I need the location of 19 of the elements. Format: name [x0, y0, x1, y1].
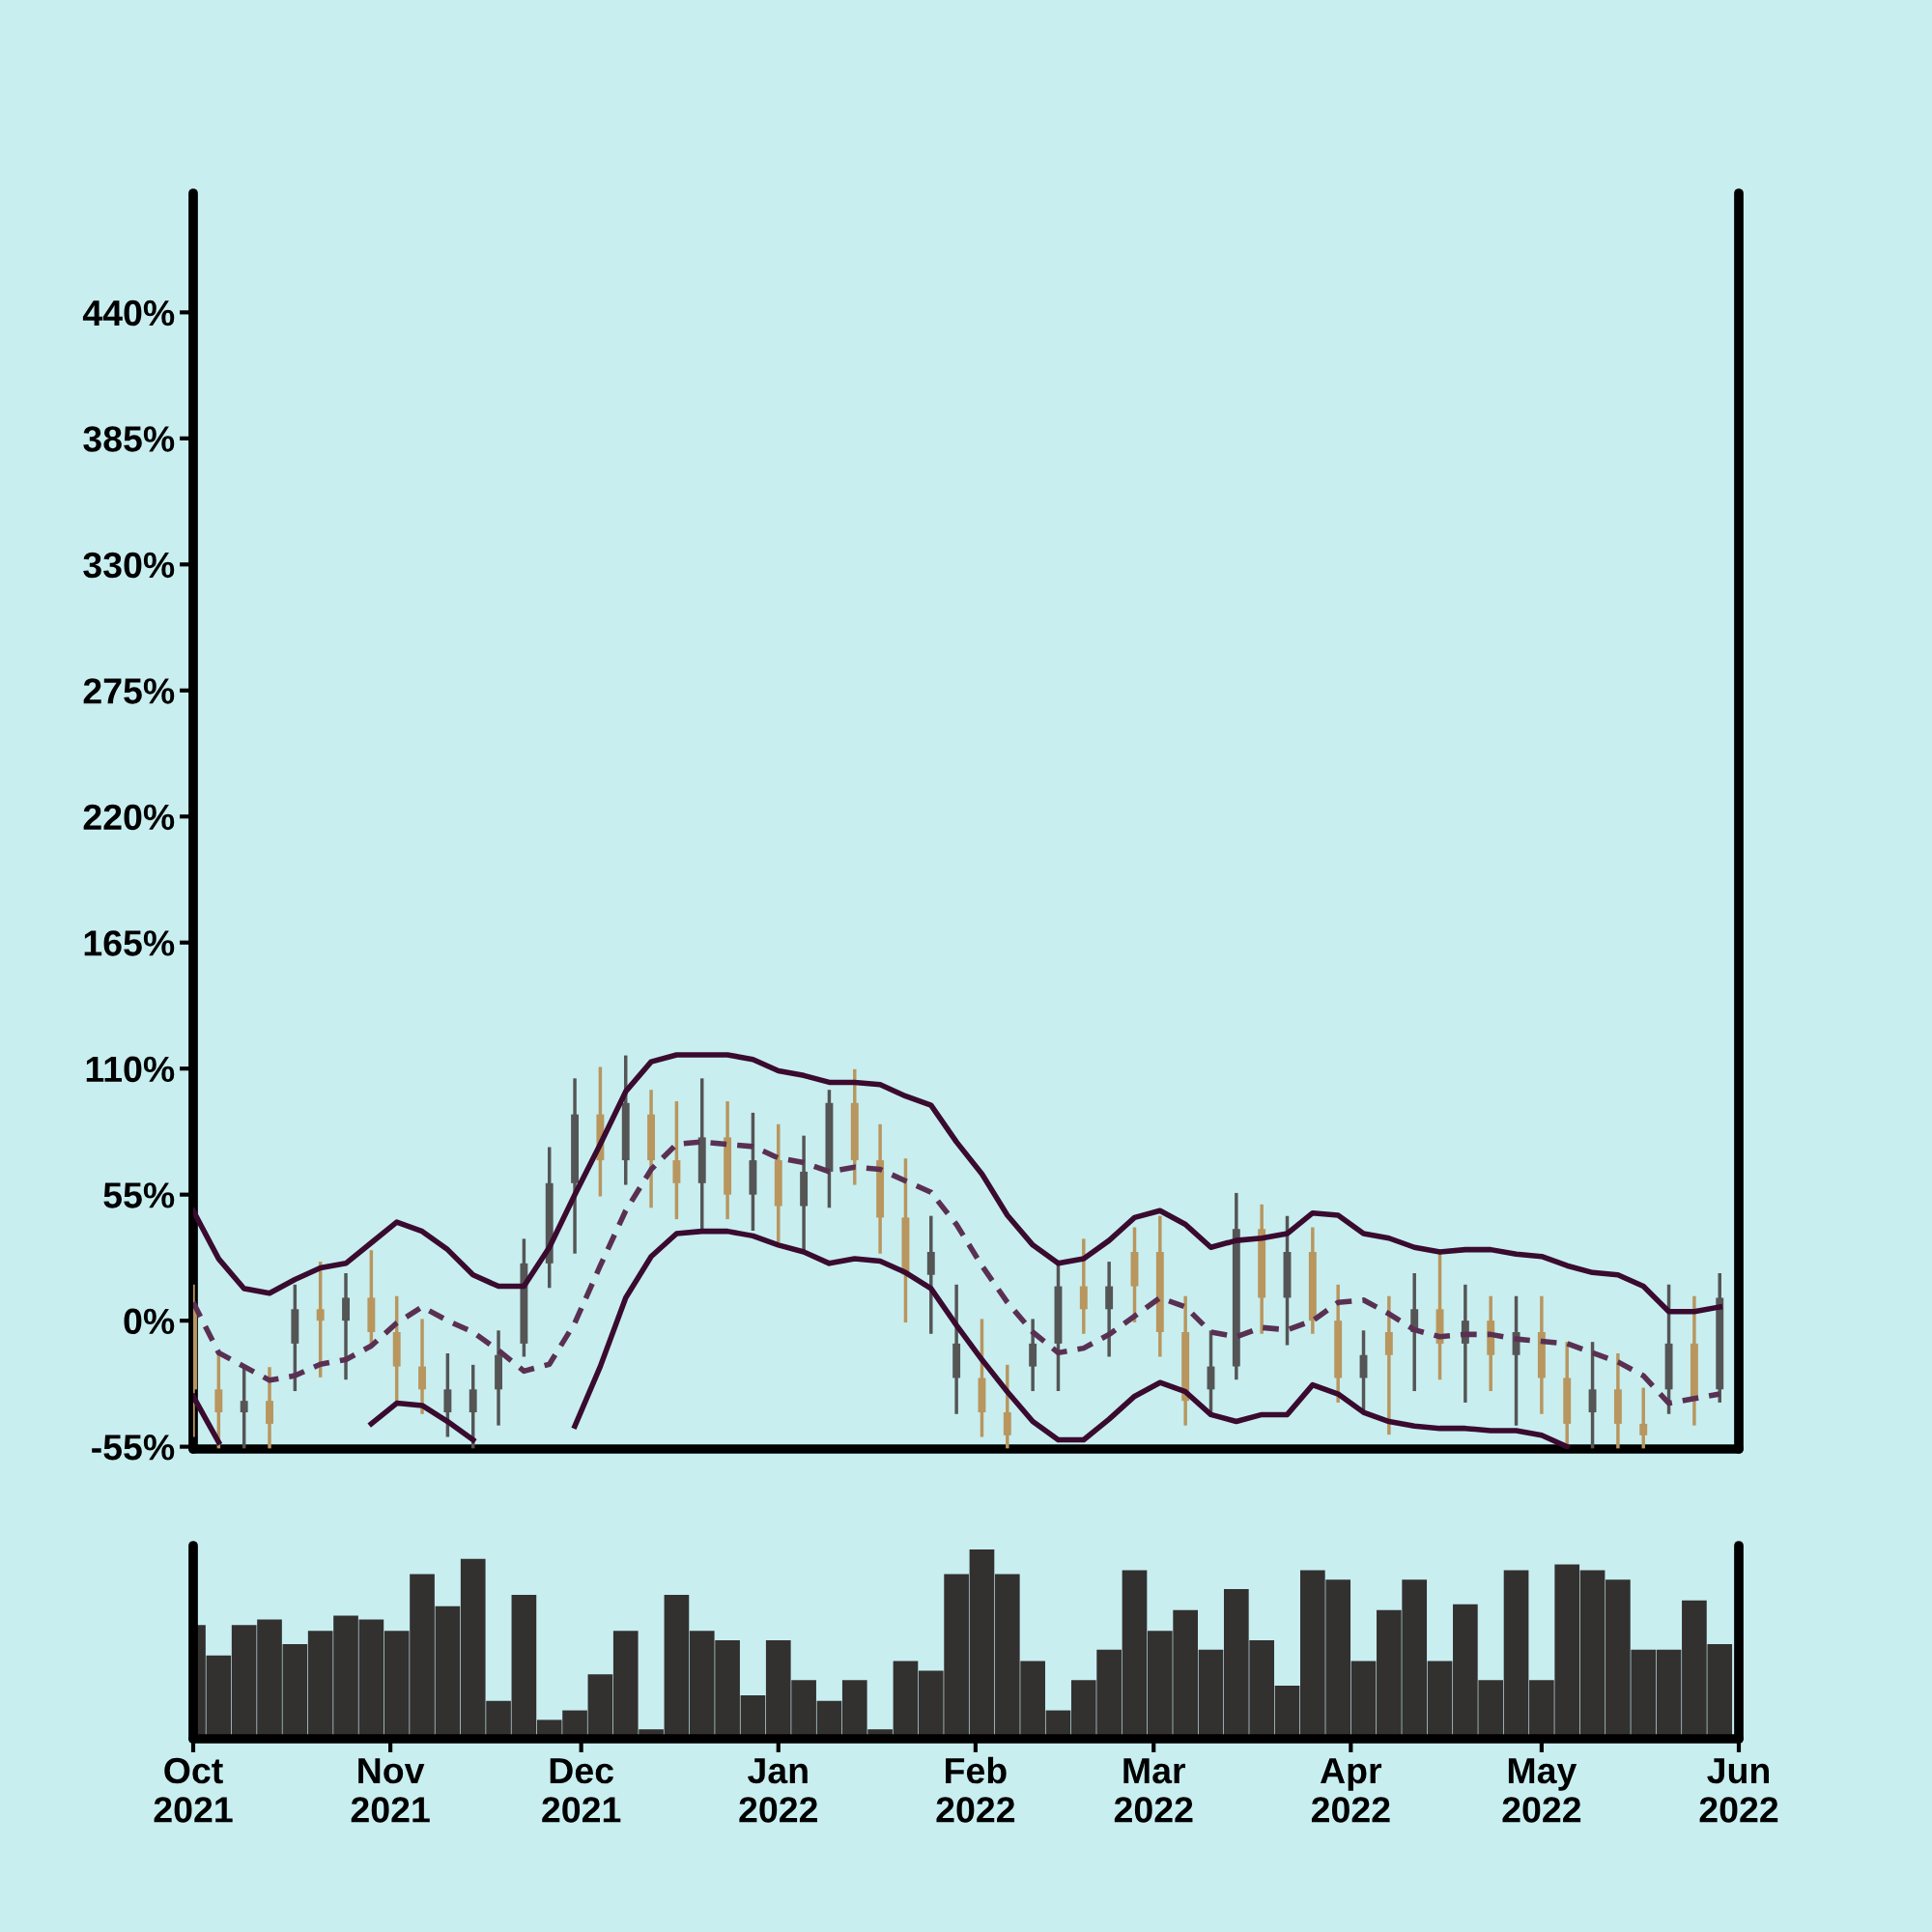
x-tick-label: Jan 2022 [739, 1758, 817, 1823]
x-tick-label: Nov 2021 [351, 1758, 430, 1823]
x-tick-label: Dec 2021 [542, 1758, 621, 1823]
x-tick-label: Mar 2022 [1114, 1758, 1193, 1823]
y-tick-label: 165% [84, 930, 175, 956]
y-tick-label: 440% [82, 299, 175, 327]
x-tick-label: Apr 2022 [1311, 1758, 1390, 1823]
y-tick-label: 55% [103, 1182, 175, 1208]
y-tick-label: 0% [124, 1308, 175, 1335]
y-tick-label: 220% [83, 804, 175, 831]
y-tick-label: 110% [86, 1056, 175, 1083]
x-tick-label: May 2022 [1502, 1758, 1581, 1823]
x-tick-label: Feb 2022 [936, 1756, 1015, 1823]
x-tick-label: Oct 2021 [154, 1757, 233, 1823]
y-tick-label: -55% [92, 1435, 175, 1461]
y-tick-label: 385% [83, 426, 175, 452]
x-tick-label: Jun 2022 [1699, 1758, 1778, 1823]
y-tick-label: 275% [83, 678, 175, 704]
y-tick-label: 330% [83, 552, 175, 579]
